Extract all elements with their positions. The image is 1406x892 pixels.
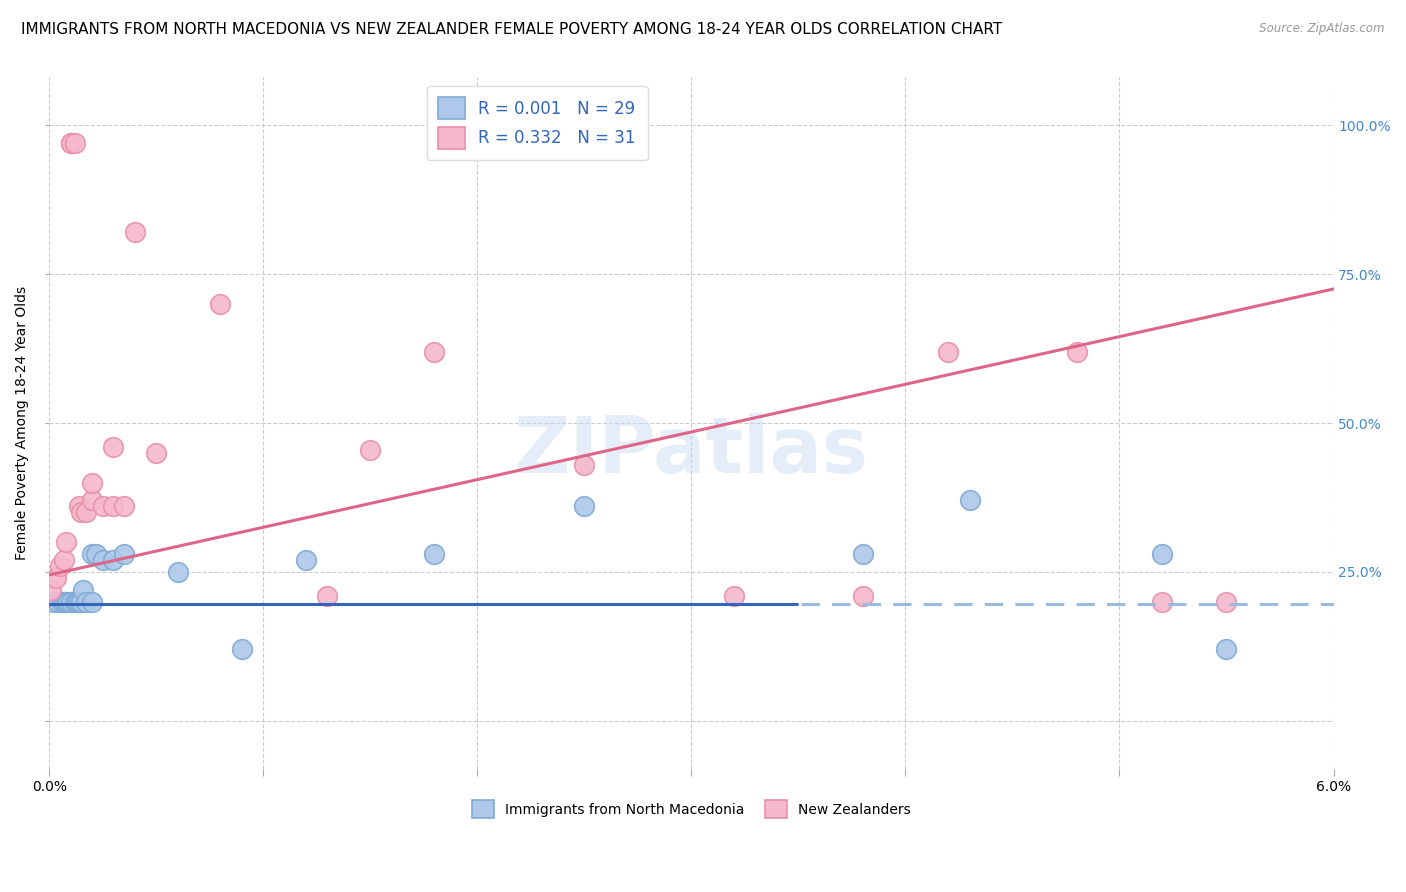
Point — [70, 595, 93, 609]
Point — [63, 136, 86, 150]
Point — [723, 589, 745, 603]
Point — [1152, 547, 1174, 561]
Point — [58, 595, 80, 609]
Point — [574, 500, 596, 514]
Point — [80, 595, 103, 609]
Point — [103, 553, 125, 567]
Point — [295, 553, 318, 567]
Legend: Immigrants from North Macedonia, New Zealanders: Immigrants from North Macedonia, New Zea… — [465, 795, 917, 824]
Point — [423, 344, 446, 359]
Point — [80, 493, 103, 508]
Point — [231, 642, 253, 657]
Point — [959, 493, 981, 508]
Point — [84, 547, 107, 561]
Point — [70, 505, 93, 519]
Point — [851, 589, 873, 603]
Point — [49, 559, 72, 574]
Point — [103, 440, 125, 454]
Point — [75, 505, 97, 519]
Point — [75, 595, 97, 609]
Point — [91, 553, 114, 567]
Point — [67, 500, 90, 514]
Point — [91, 500, 114, 514]
Point — [124, 225, 146, 239]
Point — [67, 595, 90, 609]
Text: IMMIGRANTS FROM NORTH MACEDONIA VS NEW ZEALANDER FEMALE POVERTY AMONG 18-24 YEAR: IMMIGRANTS FROM NORTH MACEDONIA VS NEW Z… — [21, 22, 1002, 37]
Point — [166, 565, 188, 579]
Point — [1152, 595, 1174, 609]
Point — [59, 595, 82, 609]
Point — [80, 547, 103, 561]
Point — [423, 547, 446, 561]
Point — [1215, 642, 1237, 657]
Point — [59, 595, 82, 609]
Point — [936, 344, 959, 359]
Point — [59, 136, 82, 150]
Point — [112, 547, 135, 561]
Point — [359, 442, 381, 457]
Point — [55, 535, 77, 549]
Point — [53, 595, 76, 609]
Point — [1215, 595, 1237, 609]
Point — [55, 595, 77, 609]
Point — [42, 595, 65, 609]
Point — [851, 547, 873, 561]
Point — [66, 595, 89, 609]
Point — [46, 595, 69, 609]
Point — [574, 458, 596, 472]
Point — [145, 446, 167, 460]
Y-axis label: Female Poverty Among 18-24 Year Olds: Female Poverty Among 18-24 Year Olds — [15, 286, 30, 560]
Point — [51, 595, 73, 609]
Point — [112, 500, 135, 514]
Point — [1066, 344, 1088, 359]
Text: Source: ZipAtlas.com: Source: ZipAtlas.com — [1260, 22, 1385, 36]
Point — [103, 500, 125, 514]
Point — [80, 475, 103, 490]
Point — [316, 589, 339, 603]
Point — [59, 136, 82, 150]
Text: ZIPatlas: ZIPatlas — [513, 413, 869, 489]
Point — [72, 582, 94, 597]
Point — [53, 553, 76, 567]
Point — [63, 595, 86, 609]
Point — [45, 571, 67, 585]
Point — [209, 297, 232, 311]
Point — [39, 582, 62, 597]
